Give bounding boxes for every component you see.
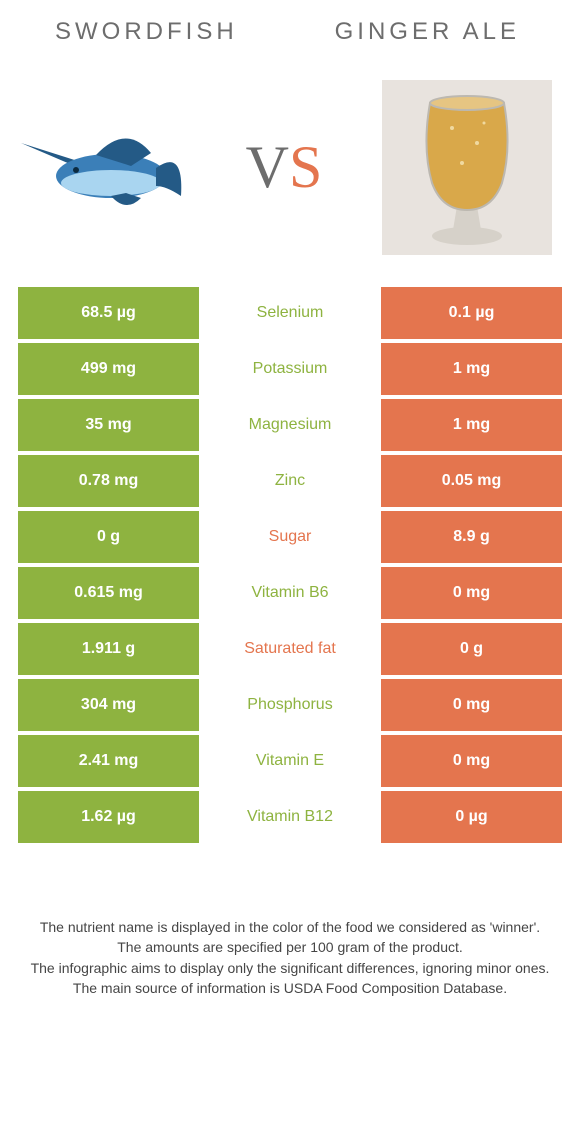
- nutrient-row: 499 mgPotassium1 mg: [18, 343, 562, 399]
- nutrient-table: 68.5 µgSelenium0.1 µg499 mgPotassium1 mg…: [18, 287, 562, 847]
- nutrient-row: 0.615 mgVitamin B60 mg: [18, 567, 562, 623]
- footer-line: The amounts are specified per 100 gram o…: [24, 937, 556, 957]
- footer-notes: The nutrient name is displayed in the co…: [24, 917, 556, 998]
- nutrient-name: Saturated fat: [199, 623, 381, 675]
- right-value: 8.9 g: [381, 511, 562, 563]
- nutrient-row: 2.41 mgVitamin E0 mg: [18, 735, 562, 791]
- left-value: 304 mg: [18, 679, 199, 731]
- left-value: 1.911 g: [18, 623, 199, 675]
- left-value: 68.5 µg: [18, 287, 199, 339]
- left-value: 2.41 mg: [18, 735, 199, 787]
- nutrient-row: 68.5 µgSelenium0.1 µg: [18, 287, 562, 343]
- nutrient-name: Sugar: [199, 511, 381, 563]
- nutrient-row: 1.62 µgVitamin B120 µg: [18, 791, 562, 847]
- vs-s: S: [289, 134, 322, 200]
- footer-line: The nutrient name is displayed in the co…: [24, 917, 556, 937]
- nutrient-name: Vitamin B12: [199, 791, 381, 843]
- footer-line: The infographic aims to display only the…: [24, 958, 556, 978]
- right-value: 0 g: [381, 623, 562, 675]
- nutrient-row: 35 mgMagnesium1 mg: [18, 399, 562, 455]
- vs-label: VS: [246, 133, 323, 202]
- images-row: VS: [0, 46, 580, 254]
- left-value: 0.615 mg: [18, 567, 199, 619]
- left-value: 0.78 mg: [18, 455, 199, 507]
- nutrient-name: Phosphorus: [199, 679, 381, 731]
- right-value: 0 mg: [381, 735, 562, 787]
- right-value: 0 mg: [381, 567, 562, 619]
- right-food-image: [382, 81, 552, 254]
- swordfish-icon: [16, 108, 186, 228]
- nutrient-row: 1.911 gSaturated fat0 g: [18, 623, 562, 679]
- nutrient-name: Magnesium: [199, 399, 381, 451]
- nutrient-name: Selenium: [199, 287, 381, 339]
- right-value: 0.05 mg: [381, 455, 562, 507]
- ginger-ale-icon: [402, 88, 532, 248]
- right-value: 1 mg: [381, 399, 562, 451]
- nutrient-row: 304 mgPhosphorus0 mg: [18, 679, 562, 735]
- left-value: 0 g: [18, 511, 199, 563]
- left-food-title: Swordfish: [55, 18, 238, 46]
- nutrient-name: Vitamin B6: [199, 567, 381, 619]
- right-value: 0 µg: [381, 791, 562, 843]
- right-value: 1 mg: [381, 343, 562, 395]
- left-value: 35 mg: [18, 399, 199, 451]
- vs-v: V: [246, 134, 289, 200]
- left-value: 499 mg: [18, 343, 199, 395]
- footer-line: The main source of information is USDA F…: [24, 978, 556, 998]
- nutrient-name: Vitamin E: [199, 735, 381, 787]
- right-food-title: Ginger ale: [335, 18, 520, 46]
- nutrient-name: Zinc: [199, 455, 381, 507]
- header-row: Swordfish Ginger ale: [0, 0, 580, 46]
- nutrient-name: Potassium: [199, 343, 381, 395]
- nutrient-row: 0.78 mgZinc0.05 mg: [18, 455, 562, 511]
- left-value: 1.62 µg: [18, 791, 199, 843]
- right-value: 0 mg: [381, 679, 562, 731]
- left-food-image: [16, 81, 186, 254]
- right-value: 0.1 µg: [381, 287, 562, 339]
- nutrient-row: 0 gSugar8.9 g: [18, 511, 562, 567]
